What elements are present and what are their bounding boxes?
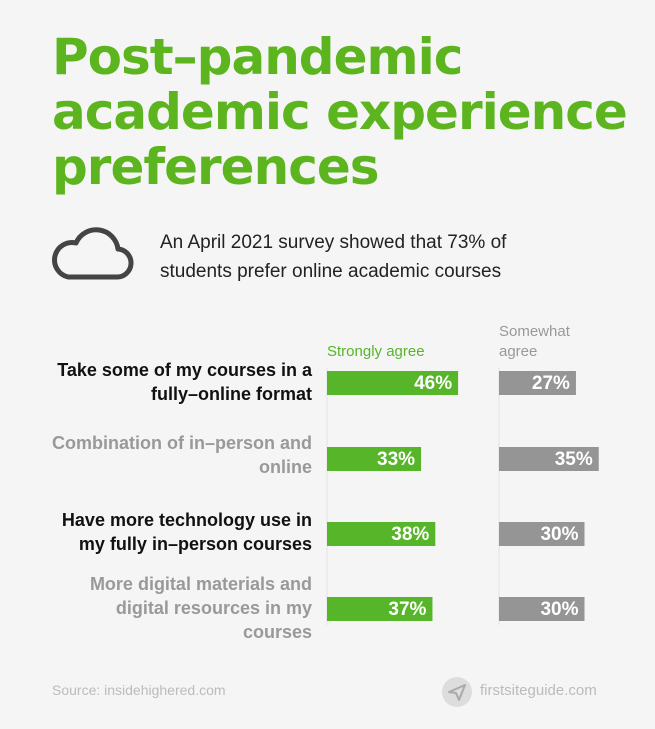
bar	[327, 597, 433, 621]
cloud-icon	[52, 227, 134, 280]
brand: firstsiteguide.com	[480, 682, 597, 699]
value-label: 33%	[377, 449, 415, 470]
bar	[499, 447, 599, 471]
value-label: 30%	[540, 524, 578, 545]
bar	[327, 371, 459, 395]
chart-title: Post–pandemic academic experience prefer…	[52, 28, 628, 196]
chart-subtitle: An April 2021 survey showed that 73% of …	[160, 232, 507, 282]
bar	[499, 522, 585, 546]
value-label: 38%	[391, 524, 429, 545]
category-label: Have more technology use in my fully in–…	[61, 510, 312, 554]
category-label: Take some of my courses in a fully–onlin…	[57, 360, 312, 404]
value-label: 30%	[540, 599, 578, 620]
value-label: 27%	[532, 373, 570, 394]
legend-label: Strongly agree	[327, 343, 425, 360]
bar	[499, 597, 585, 621]
value-label: 37%	[388, 599, 426, 620]
bar	[499, 371, 576, 395]
value-label: 46%	[414, 373, 452, 394]
legend-label: Somewhat agree	[499, 323, 570, 360]
brand-icon	[442, 677, 472, 707]
category-label: More digital materials and digital resou…	[89, 574, 312, 642]
bar	[327, 522, 436, 546]
value-label: 35%	[555, 449, 593, 470]
bar	[327, 447, 422, 471]
category-label: Combination of in–person and online	[52, 433, 312, 477]
source: Source: insidehighered.com	[52, 682, 226, 698]
